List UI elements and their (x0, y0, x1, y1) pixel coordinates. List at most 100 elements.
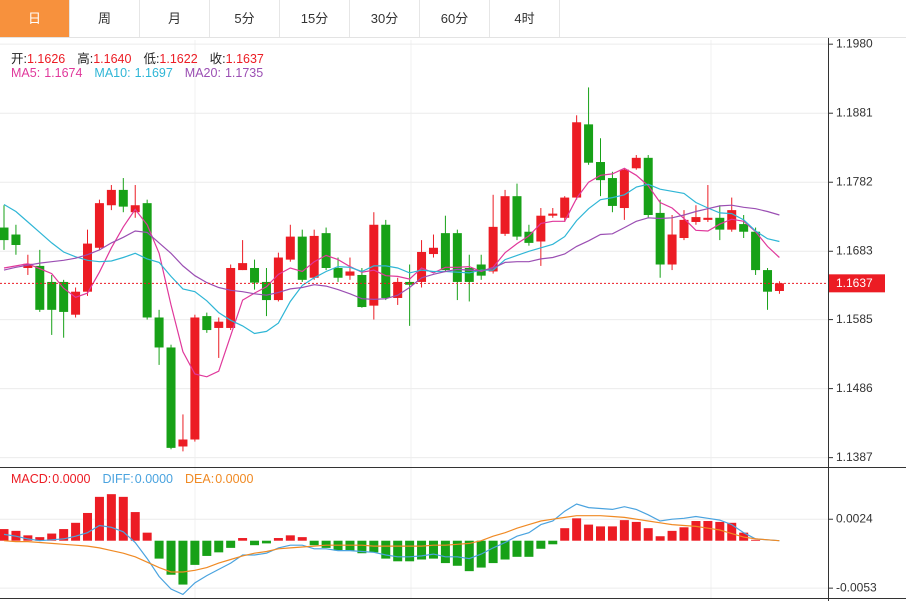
candle-body (655, 212, 665, 265)
candle-body (345, 271, 355, 276)
candle-body (607, 178, 617, 206)
macd-bar (261, 540, 271, 544)
candle-body (464, 267, 474, 282)
candle-body (774, 283, 784, 291)
candle-body (261, 281, 271, 301)
y-tick-label: 0.0024 (836, 511, 873, 525)
candle-body (667, 234, 677, 265)
legend-name: 低: (143, 52, 160, 66)
legend-value: 0.0000 (52, 472, 91, 486)
legend-name: MA10: (94, 66, 131, 80)
period-tab[interactable]: 4时 (490, 0, 560, 37)
macd-bar (607, 526, 617, 541)
macd-bar (703, 521, 713, 541)
period-tab[interactable]: 30分 (350, 0, 420, 37)
period-tab[interactable]: 60分 (420, 0, 490, 37)
period-tab[interactable]: 周 (70, 0, 140, 37)
macd-bar (321, 540, 331, 548)
macd-bar (512, 540, 522, 557)
macd-bar (596, 526, 605, 541)
macd-bar (536, 540, 546, 549)
legend-item: DIFF:0.0000 (103, 472, 173, 486)
macd-bar (631, 521, 641, 541)
legend-item: 高:1.1640 (77, 48, 131, 67)
candle-body (488, 226, 498, 272)
candle-body (297, 236, 307, 280)
macd-bar (94, 496, 104, 541)
candle-body (357, 274, 367, 308)
period-tab[interactable]: 月 (140, 0, 210, 37)
legend-name: DEA: (185, 472, 215, 486)
indicator-line (3, 503, 780, 596)
macd-bar (643, 528, 653, 541)
macd-bar (178, 540, 188, 585)
macd-bar (309, 540, 319, 546)
y-tick-label: 1.1486 (836, 381, 873, 395)
macd-bar (142, 532, 152, 541)
y-tick-label: -0.0053 (836, 580, 877, 594)
candle-body (238, 263, 248, 271)
legend-value: 1.1637 (225, 52, 264, 66)
macd-bar (560, 528, 570, 541)
macd-bar (285, 535, 295, 541)
macd-bar (691, 521, 701, 541)
candle-body (178, 439, 188, 447)
candle-body (428, 247, 438, 255)
y-tick-label: 1.1585 (836, 312, 873, 326)
candle-body (333, 267, 343, 278)
period-tab[interactable]: 15分 (280, 0, 350, 37)
macd-bar (572, 518, 582, 541)
y-tick-label: 1.1881 (836, 105, 873, 119)
candle-body (619, 169, 629, 209)
macd-bar (166, 540, 176, 575)
ma-legend: MA5: 1.1674 MA10: 1.1697 MA20: 1.1735 (11, 66, 275, 80)
legend-value: 1.1622 (159, 52, 198, 66)
macd-bar (381, 540, 391, 559)
candle-body (226, 267, 236, 328)
candle-body (154, 317, 164, 348)
macd-bar (500, 540, 510, 560)
candle-body (118, 189, 128, 207)
macd-bar (464, 540, 474, 572)
candle-body (47, 281, 57, 310)
macd-legend: MACD:0.0000 DIFF:0.0000 DEA:0.0000 (11, 472, 265, 486)
y-tick-label: 1.1387 (836, 450, 873, 464)
candle-body (739, 224, 749, 232)
macd-bar (548, 540, 558, 545)
legend-item: 收:1.1637 (210, 48, 264, 67)
last-price-label: 1.1637 (836, 276, 873, 290)
macd-bar (106, 494, 116, 541)
macd-bar (715, 521, 725, 541)
candle-body (751, 231, 761, 271)
candle-body (703, 217, 713, 220)
macd-bar (202, 540, 212, 556)
candle-body (393, 281, 403, 298)
macd-bar (405, 540, 415, 562)
macd-bar (83, 512, 93, 541)
candle-body (250, 267, 260, 283)
candle-body (369, 224, 379, 306)
candle-body (500, 196, 510, 234)
candle-body (106, 189, 116, 206)
candle-body (166, 347, 176, 448)
period-tab[interactable]: 日 (0, 0, 70, 37)
macd-bar (428, 540, 438, 559)
candle-body (273, 257, 283, 301)
indicator-line (3, 167, 780, 378)
legend-item: MA20: 1.1735 (185, 66, 263, 80)
macd-bar (655, 536, 665, 541)
macd-bar (190, 540, 200, 565)
candle-body (512, 196, 522, 237)
legend-value: 1.1640 (93, 52, 132, 66)
candle-body (214, 321, 224, 328)
candle-body (584, 124, 594, 163)
macd-bar (524, 540, 534, 557)
macd-bar (667, 530, 677, 541)
candle-body (763, 270, 773, 292)
legend-name: MACD: (11, 472, 52, 486)
period-tab[interactable]: 5分 (210, 0, 280, 37)
candle-body (71, 291, 81, 315)
indicator-line (3, 183, 780, 335)
candle-body (94, 203, 104, 248)
